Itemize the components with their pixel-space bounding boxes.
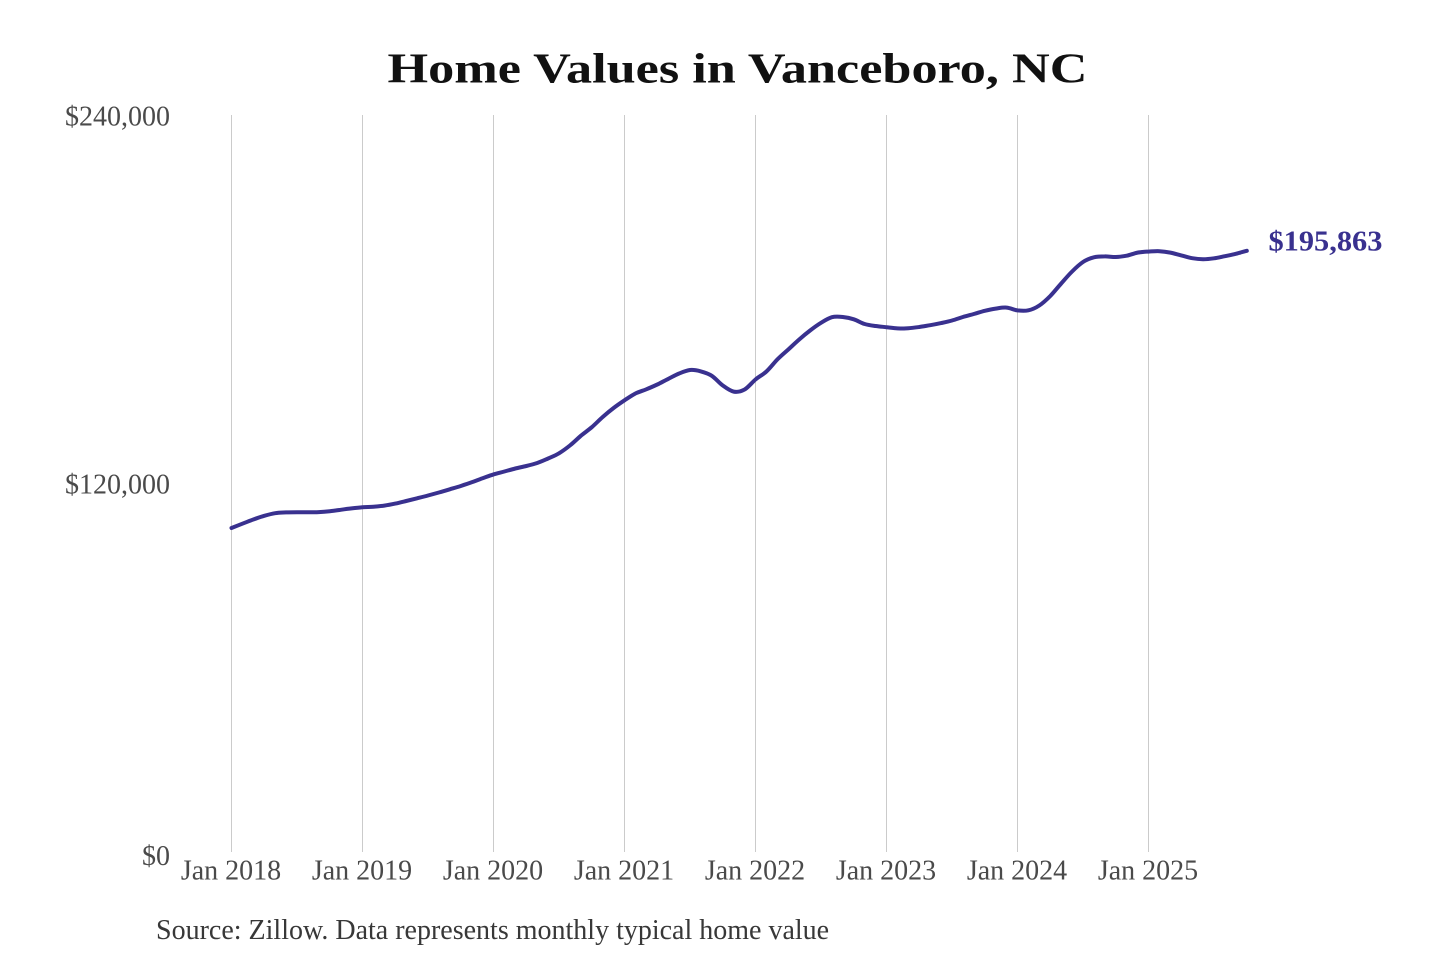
svg-text:Jan 2022: Jan 2022: [705, 856, 805, 887]
svg-text:Jan 2018: Jan 2018: [181, 856, 281, 887]
svg-text:Jan 2025: Jan 2025: [1098, 856, 1198, 887]
svg-text:Jan 2024: Jan 2024: [967, 856, 1067, 887]
svg-text:$120,000: $120,000: [65, 470, 170, 501]
svg-text:Jan 2021: Jan 2021: [574, 856, 674, 887]
svg-text:Jan 2023: Jan 2023: [836, 856, 936, 887]
svg-text:Source: Zillow. Data represent: Source: Zillow. Data represents monthly …: [156, 915, 829, 946]
svg-text:Jan 2019: Jan 2019: [312, 856, 412, 887]
svg-text:Home Values in Vanceboro, NC: Home Values in Vanceboro, NC: [388, 46, 1088, 92]
svg-text:$240,000: $240,000: [65, 101, 170, 132]
svg-text:Jan 2020: Jan 2020: [443, 856, 543, 887]
svg-text:$0: $0: [142, 841, 170, 872]
svg-text:$195,863: $195,863: [1269, 227, 1383, 258]
